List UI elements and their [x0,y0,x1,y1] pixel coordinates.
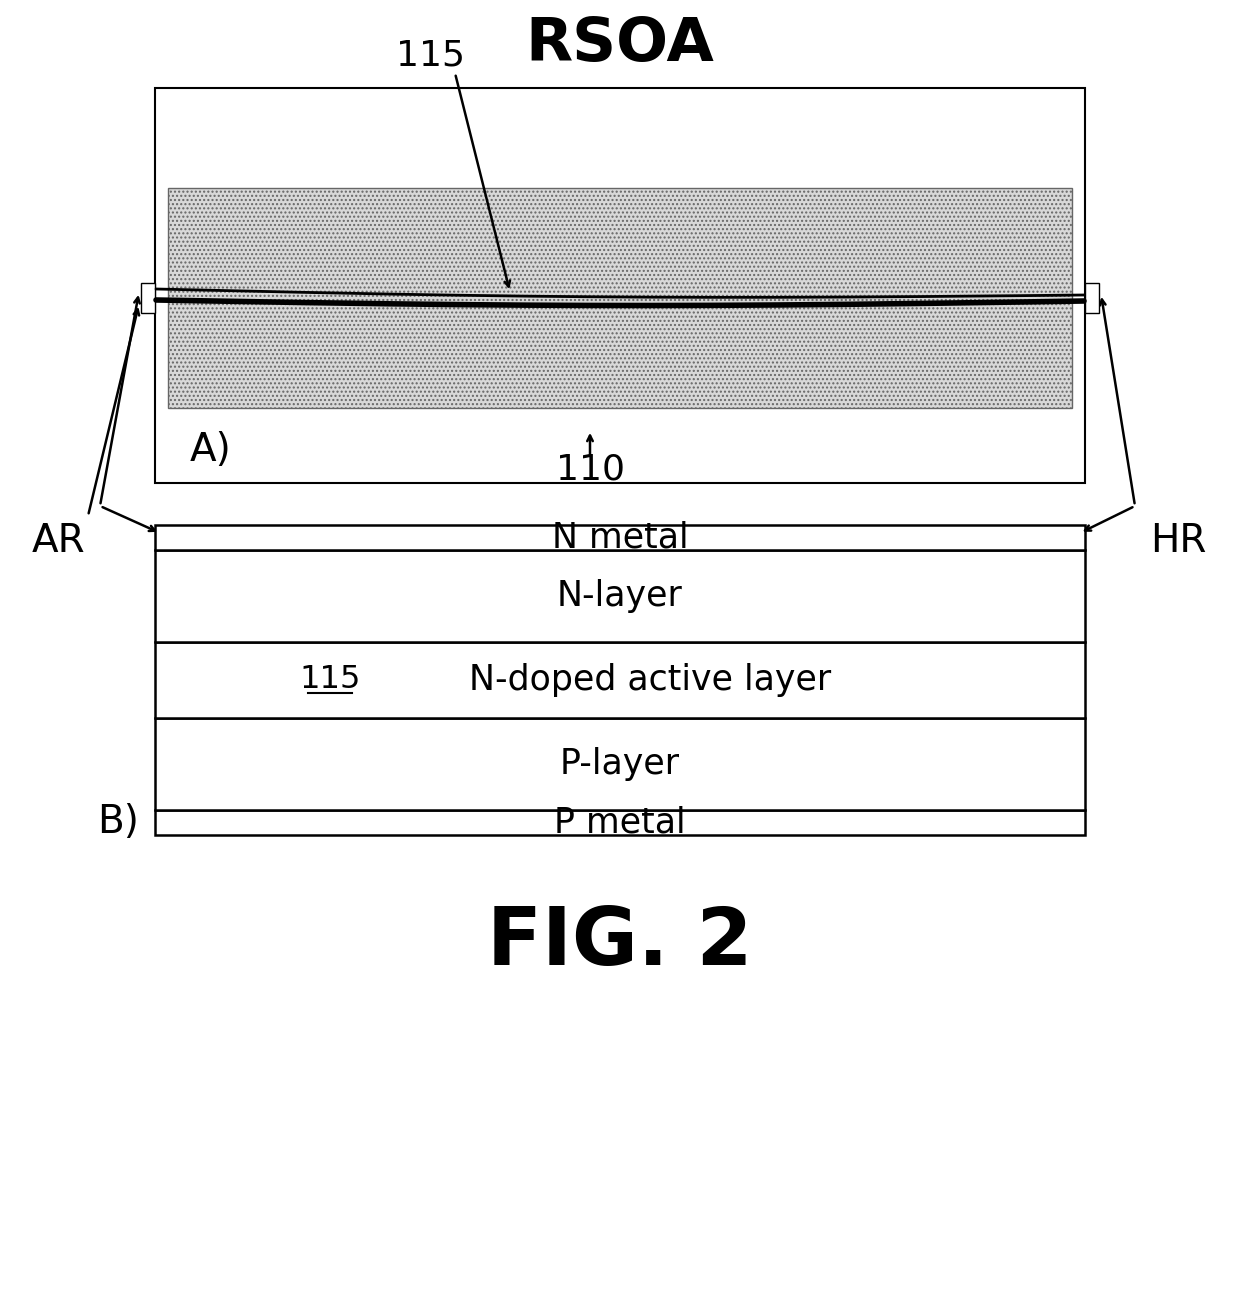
Bar [155,525,1085,550]
Text: AR: AR [31,523,84,560]
Text: HR: HR [1149,523,1207,560]
Text: P-layer: P-layer [560,747,680,780]
Bar [155,642,1085,718]
Bar [155,810,1085,835]
Bar [167,188,1073,408]
Text: FIG. 2: FIG. 2 [487,904,753,982]
Text: A): A) [190,431,232,469]
Text: 115: 115 [299,665,361,696]
Text: 115: 115 [396,38,465,72]
Text: N metal: N metal [552,521,688,555]
Text: N-layer: N-layer [557,580,683,614]
Text: B): B) [97,804,139,842]
Bar [155,89,1085,483]
Text: RSOA: RSOA [526,16,714,74]
Text: N-doped active layer: N-doped active layer [469,663,831,697]
Bar [141,283,155,313]
Text: P metal: P metal [554,805,686,839]
Text: 110: 110 [556,453,625,487]
Bar [1085,283,1099,313]
Bar [155,718,1085,810]
Bar [155,550,1085,642]
